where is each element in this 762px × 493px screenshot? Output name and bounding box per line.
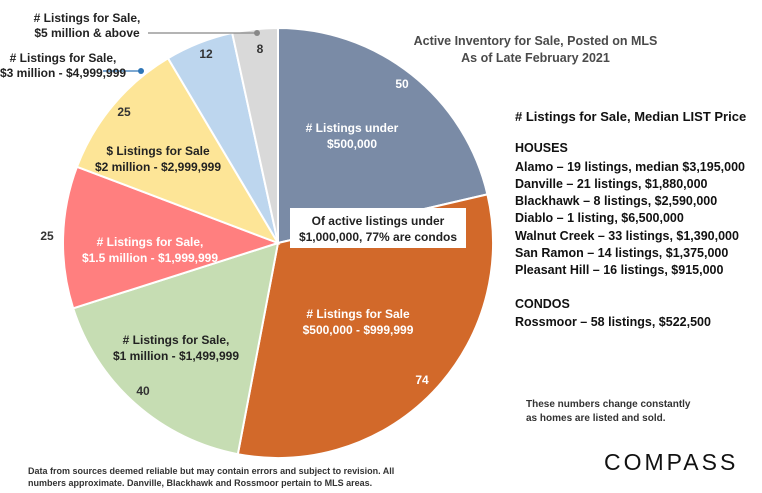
external-slice-label: # Listings for Sale, [34,11,141,25]
slice-value-label: 8 [257,42,264,56]
median-price-panel: # Listings for Sale, Median LIST Price H… [515,108,746,331]
slice-category-label: $2 million - $2,999,999 [95,160,221,174]
house-item: Blackhawk – 8 listings, $2,590,000 [515,194,718,209]
condo-callout-text: $1,000,000, 77% are condos [299,230,457,244]
condo-item: Rossmoor – 58 listings, $522,500 [515,314,711,329]
note-line: These numbers change constantly [526,399,691,410]
slice-category-label: # Listings under [306,121,399,135]
footer-line: numbers approximate. Danville, Blackhawk… [28,478,373,488]
pie-slice-1-million-1-499-999 [71,241,280,456]
slice-category-label: $ Listings for Sale [106,144,210,158]
house-item: San Ramon – 14 listings, $1,375,000 [515,246,729,261]
slice-category-label: # Listings for Sale [306,307,410,321]
pie-slice-500-000 [277,26,489,245]
house-item: Alamo – 19 listings, median $3,195,000 [515,159,745,174]
houses-heading: HOUSES [515,141,568,156]
chart-subtitle: As of Late February 2021 [461,51,610,65]
callout-dot [254,30,260,36]
condos-heading: CONDOS [515,296,570,311]
slice-category-label: # Listings for Sale, [123,333,230,347]
condo-callout-text: Of active listings under [312,214,445,228]
slice-category-label: # Listings for Sale, [97,235,204,249]
slice-value-label: 50 [395,77,409,91]
slice-category-label: $500,000 - $999,999 [303,323,414,337]
pie-slice-2-million-2-999-999 [75,56,281,245]
slice-value-label: 12 [199,47,213,61]
median-heading: # Listings for Sale, Median LIST Price [515,109,747,124]
slice-category-label: $1 million - $1,499,999 [113,349,239,363]
chart-title-block: Active Inventory for Sale, Posted on MLS… [398,33,673,67]
external-slice-label: # Listings for Sale, [10,51,117,65]
footer-line: Data from sources deemed reliable but ma… [28,466,395,476]
house-item: Danville – 21 listings, $1,880,000 [515,176,708,191]
slice-value-label: 40 [136,384,150,398]
disclaimer-note: These numbers change constantly as homes… [526,398,691,426]
slice-value-label: 25 [40,229,54,243]
pie-slice-500-000-999-999 [236,193,494,459]
external-slice-label: $3 million - $4,999,999 [0,66,126,80]
callout-dot [138,68,144,74]
compass-logo: COMPASS [604,449,739,475]
slice-value-label: 74 [415,373,429,387]
slice-category-label: $500,000 [327,137,377,151]
pie-slice-1-5-million-1-999-999 [62,165,282,310]
house-item: Pleasant Hill – 16 listings, $915,000 [515,263,724,278]
note-line: as homes are listed and sold. [526,413,666,424]
condo-callout-box [290,208,466,248]
house-item: Diablo – 1 listing, $6,500,000 [515,211,684,226]
slice-category-label: $1.5 million - $1,999,999 [82,251,218,265]
chart-title: Active Inventory for Sale, Posted on MLS [413,34,658,48]
external-slice-label: $5 million & above [34,26,140,40]
house-item: Walnut Creek – 33 listings, $1,390,000 [515,228,739,243]
footer-disclaimer: Data from sources deemed reliable but ma… [28,465,448,489]
slice-value-label: 25 [117,105,131,119]
